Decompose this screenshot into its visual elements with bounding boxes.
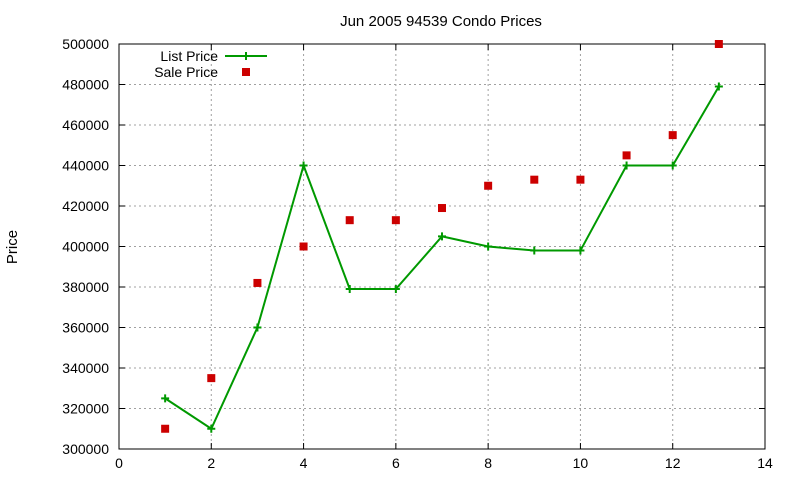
x-tick-label: 14: [757, 455, 773, 471]
axes: 0 2 4 6 8 10 12 14 300000 320000 340000 360000 38000…: [62, 36, 773, 471]
y-tick-label: 440000: [62, 158, 109, 174]
y-tick-label: 300000: [62, 441, 109, 457]
data-point-square-marker: [345, 216, 354, 225]
y-tick-label: 500000: [62, 36, 109, 52]
y-tick-label: 360000: [62, 320, 109, 336]
data-point-plus-marker: [622, 161, 631, 170]
x-tick-label: 6: [392, 455, 400, 471]
series-line-0: [164, 86, 720, 431]
data-point-square-marker: [484, 181, 493, 190]
data-point-square-marker: [207, 374, 216, 383]
data-point-plus-marker: [530, 246, 539, 255]
plot-area: [161, 40, 723, 433]
data-point-square-marker: [299, 242, 308, 251]
x-tick-label: 4: [300, 455, 308, 471]
x-tick-label: 10: [573, 455, 589, 471]
data-point-square-marker: [391, 216, 400, 225]
data-point-plus-marker: [207, 424, 216, 433]
data-point-plus-marker: [484, 242, 493, 251]
y-tick-label: 340000: [62, 360, 109, 376]
y-tick-label: 480000: [62, 77, 109, 93]
legend-label: List Price: [160, 48, 218, 64]
data-point-square-marker: [253, 278, 262, 287]
data-point-square-marker: [714, 40, 723, 48]
y-tick-label: 460000: [62, 117, 109, 133]
data-point-plus-marker: [668, 161, 677, 170]
y-axis-label: Price: [4, 230, 21, 264]
data-point-plus-marker: [345, 285, 354, 294]
data-point-plus-marker: [253, 323, 262, 332]
data-point-plus-marker: [391, 285, 400, 294]
y-tick-label: 400000: [62, 239, 109, 255]
data-point-square-marker: [161, 424, 170, 433]
legend-square-marker: [242, 68, 250, 76]
data-point-square-marker: [668, 131, 677, 140]
data-point-plus-marker: [299, 161, 308, 170]
data-point-plus-marker: [438, 232, 446, 241]
data-point-plus-marker: [161, 394, 170, 403]
grid: [119, 44, 765, 449]
data-point-square-marker: [530, 175, 539, 184]
x-tick-label: 8: [484, 455, 492, 471]
y-tick-label: 420000: [62, 198, 109, 214]
x-tick-label: 12: [665, 455, 681, 471]
data-point-plus-marker: [576, 246, 585, 255]
x-tick-label: 0: [115, 455, 123, 471]
plot-frame: [118, 43, 766, 450]
x-tick-label: 2: [207, 455, 215, 471]
y-tick-label: 320000: [62, 401, 109, 417]
legend-label: Sale Price: [154, 64, 218, 80]
chart-title: Jun 2005 94539 Condo Prices: [340, 13, 542, 30]
y-tick-label: 380000: [62, 279, 109, 295]
data-point-square-marker: [438, 204, 446, 213]
data-point-plus-marker: [714, 82, 723, 91]
legend-plus-marker: [242, 52, 250, 60]
data-point-square-marker: [622, 151, 631, 160]
data-point-square-marker: [576, 175, 585, 184]
